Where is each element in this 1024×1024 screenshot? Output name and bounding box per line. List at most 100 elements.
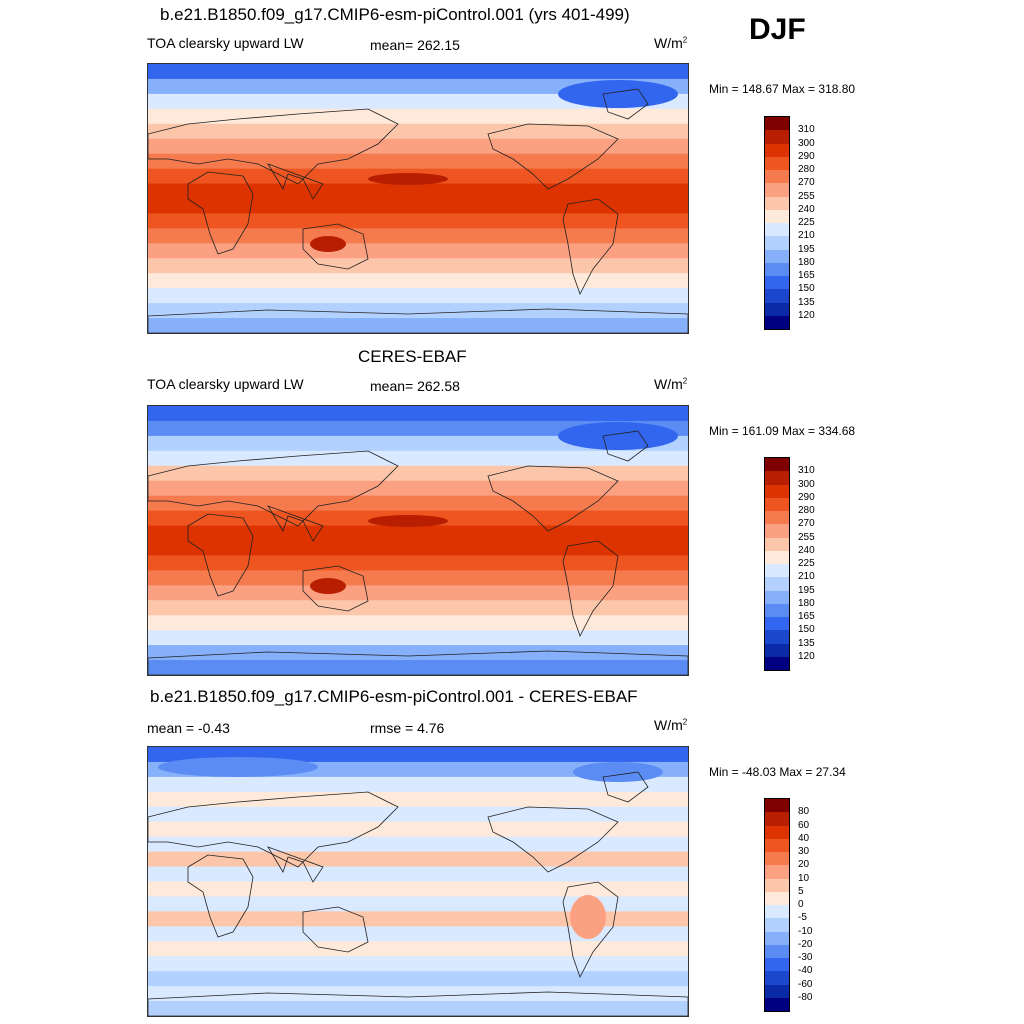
colorbar-swatch bbox=[765, 156, 789, 170]
colorbar-tick-label: 270 bbox=[798, 177, 815, 189]
coastline bbox=[302, 565, 369, 612]
field-band bbox=[148, 153, 688, 170]
colorbar-tick-label: 300 bbox=[798, 478, 815, 490]
colorbar-tick-label: 135 bbox=[798, 637, 815, 649]
field-band bbox=[148, 258, 688, 275]
colorbar-2 bbox=[764, 457, 790, 671]
colorbar-3 bbox=[764, 798, 790, 1012]
field-band bbox=[148, 630, 688, 647]
colorbar-swatch bbox=[765, 262, 789, 276]
coastline bbox=[148, 650, 688, 675]
panel-2-mean: mean= 262.58 bbox=[370, 378, 460, 394]
colorbar-tick-label: 10 bbox=[798, 872, 810, 884]
colorbar-tick-label: 290 bbox=[798, 150, 815, 162]
colorbar-tick-label: -20 bbox=[798, 938, 813, 950]
coastline bbox=[562, 540, 619, 638]
coastline bbox=[148, 450, 399, 527]
colorbar-tick-label: 300 bbox=[798, 137, 815, 149]
colorbar-tick-label: 280 bbox=[798, 164, 815, 175]
colorbar-swatch bbox=[765, 984, 789, 998]
field-band bbox=[148, 318, 688, 333]
colorbar-swatch bbox=[765, 484, 789, 498]
coastline bbox=[602, 430, 649, 462]
coastline bbox=[187, 854, 254, 938]
colorbar-tick-label: -40 bbox=[798, 965, 813, 977]
colorbar-swatch bbox=[765, 315, 789, 329]
field-band bbox=[148, 660, 688, 675]
colorbar-swatch bbox=[765, 630, 789, 644]
panel-1-variable: TOA clearsky upward LW bbox=[147, 35, 304, 51]
colorbar-swatch bbox=[765, 617, 789, 631]
arctic-bias bbox=[573, 762, 663, 782]
colorbar-tick-label: 150 bbox=[798, 624, 815, 636]
panel-1-title: b.e21.B1850.f09_g17.CMIP6-esm-piControl.… bbox=[160, 5, 630, 24]
colorbar-tick-label: 120 bbox=[798, 650, 815, 662]
colorbar-tick-label: 240 bbox=[798, 544, 815, 556]
coastline bbox=[487, 465, 619, 532]
coastline bbox=[302, 223, 369, 270]
panel-3-map bbox=[147, 746, 689, 1017]
australia-hotspot bbox=[310, 578, 346, 594]
colorbar-swatch bbox=[765, 196, 789, 210]
amazon-bias bbox=[570, 895, 606, 939]
colorbar-swatch bbox=[765, 276, 789, 290]
colorbar-swatch bbox=[765, 302, 789, 316]
colorbar-swatch bbox=[765, 524, 789, 538]
colorbar-swatch bbox=[765, 143, 789, 157]
field-band bbox=[148, 406, 688, 422]
colorbar-tick-label: 210 bbox=[798, 230, 815, 242]
field-band bbox=[148, 570, 688, 587]
colorbar-tick-label: 240 bbox=[798, 203, 815, 215]
colorbar-swatch bbox=[765, 878, 789, 892]
coastline bbox=[148, 308, 688, 333]
field-band bbox=[148, 971, 688, 988]
colorbar-tick-label: 30 bbox=[798, 846, 810, 857]
field-band bbox=[148, 213, 688, 230]
colorbar-swatch bbox=[765, 183, 789, 197]
colorbar-swatch bbox=[765, 236, 789, 250]
field-band bbox=[148, 435, 688, 452]
colorbar-tick-label: 310 bbox=[798, 124, 815, 136]
field-band bbox=[148, 525, 688, 542]
arctic-cold bbox=[558, 80, 678, 108]
colorbar-swatch bbox=[765, 249, 789, 263]
panel-1-mean: mean= 262.15 bbox=[370, 37, 460, 53]
colorbar-tick-label: 210 bbox=[798, 571, 815, 583]
panel-3-rmse: rmse = 4.76 bbox=[370, 720, 445, 736]
field-band bbox=[148, 911, 688, 928]
colorbar-swatch bbox=[765, 511, 789, 525]
colorbar-swatch bbox=[765, 931, 789, 945]
colorbar-tick-label: 195 bbox=[798, 584, 815, 596]
colorbar-tick-label: 150 bbox=[798, 283, 815, 295]
coastline bbox=[602, 88, 649, 120]
colorbar-swatch bbox=[765, 838, 789, 852]
coastline bbox=[602, 771, 649, 803]
field-band bbox=[148, 138, 688, 155]
coastline bbox=[487, 123, 619, 190]
colorbar-swatch bbox=[765, 825, 789, 839]
coastline bbox=[148, 108, 399, 185]
field-band bbox=[148, 851, 688, 868]
colorbar-swatch bbox=[765, 117, 789, 131]
colorbar-tick-label: -10 bbox=[798, 925, 813, 937]
colorbar-tick-label: 135 bbox=[798, 296, 815, 308]
field-band bbox=[148, 183, 688, 200]
field-band bbox=[148, 480, 688, 497]
panel-1-minmax: Min = 148.67 Max = 318.80 bbox=[709, 82, 856, 96]
colorbar-tick-label: 0 bbox=[798, 899, 804, 910]
warm-pool bbox=[368, 515, 448, 527]
field-band bbox=[148, 540, 688, 557]
panel-2-map bbox=[147, 405, 689, 676]
colorbar-tick-label: -30 bbox=[798, 952, 813, 963]
colorbar-1 bbox=[764, 116, 790, 330]
field-band bbox=[148, 303, 688, 320]
colorbar-swatch bbox=[765, 537, 789, 551]
colorbar-tick-label: 40 bbox=[798, 832, 810, 844]
panel-2-units: W/m2 bbox=[654, 376, 688, 392]
colorbar-swatch bbox=[765, 577, 789, 591]
colorbar-tick-label: -5 bbox=[798, 912, 807, 924]
field-band bbox=[148, 1001, 688, 1016]
coastline bbox=[267, 163, 324, 200]
field-band bbox=[148, 941, 688, 958]
field-band bbox=[148, 791, 688, 808]
